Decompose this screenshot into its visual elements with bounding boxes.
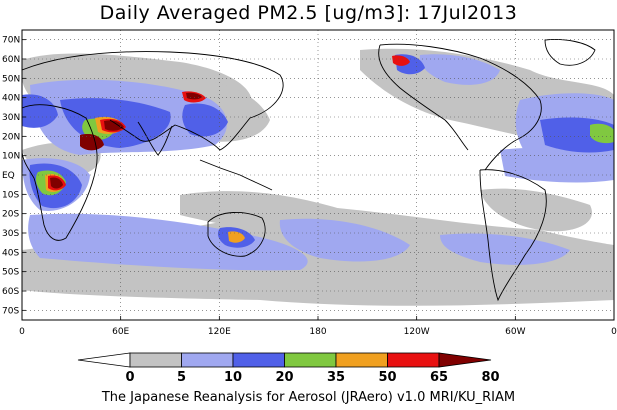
lat-tick-label: 40S [2, 248, 19, 258]
colorbar-segment [232, 352, 285, 368]
colorbar-level-label: 50 [378, 370, 396, 385]
field-gray-south-america [480, 188, 592, 232]
lat-tick-label: 60N [2, 55, 20, 65]
field-blue-sahara [22, 94, 58, 128]
lon-tick-label: 120W [404, 327, 430, 337]
colorbar-segment [284, 352, 337, 368]
latitude-ticks: 70N 60N 50N 40N 30N 20N 10N EQ 10S 20S 30S 40S 50S 60… [2, 36, 26, 316]
colorbar-level-label: 35 [327, 370, 345, 385]
lon-tick-label: 60W [505, 327, 525, 337]
field-darkred-saharan [80, 134, 104, 151]
field-green-atlantic [590, 123, 614, 144]
lat-tick-label: 70N [2, 36, 20, 46]
map-title: Daily Averaged PM2.5 [ug/m3]: 17Jul2013 [99, 2, 518, 24]
field-darkred-africa [50, 177, 63, 189]
coastlines [22, 39, 596, 302]
map-footer: The Japanese Reanalysis for Aerosol (JRA… [101, 390, 516, 405]
field-lightblue-na-west [419, 54, 500, 85]
field-lightblue-south-pacific [279, 218, 410, 262]
colorbar-segment [129, 352, 182, 368]
lat-tick-label: EQ [2, 171, 15, 181]
pm25-fields [22, 30, 614, 320]
field-lightblue-eq-east [500, 147, 614, 183]
colorbar: 0 5 10 20 35 50 65 80 [77, 352, 500, 385]
lat-tick-label: 30S [2, 229, 19, 239]
lat-tick-label: 70S [2, 306, 19, 316]
lat-tick-label: 10N [2, 152, 20, 162]
lon-tick-label: 0 [19, 327, 25, 337]
lat-tick-label: 20S [2, 210, 19, 220]
lat-tick-label: 20N [2, 132, 20, 142]
colorbar-level-label: 65 [430, 370, 448, 385]
field-orange-australia [228, 231, 245, 243]
lon-tick-label: 0 [611, 327, 617, 337]
lat-tick-label: 40N [2, 94, 20, 104]
colorbar-level-label: 10 [224, 370, 242, 385]
colorbar-level-label: 20 [275, 370, 293, 385]
field-darkred-arabia [104, 120, 124, 131]
lat-tick-label: 30N [2, 113, 20, 123]
colorbar-arrow-high [438, 352, 492, 368]
colorbar-segment [387, 352, 440, 368]
field-blue-east-asia [182, 103, 228, 137]
lon-tick-label: 120E [208, 327, 231, 337]
longitude-ticks: 0 60E 120E 180 120W 60W 0 [19, 316, 617, 337]
colorbar-level-label: 5 [177, 370, 186, 385]
lat-tick-label: 50N [2, 74, 20, 84]
colorbar-arrow-low [77, 352, 131, 368]
colorbar-level-label: 80 [481, 370, 499, 385]
gridlines [22, 30, 614, 320]
lat-tick-label: 60S [2, 287, 19, 297]
colorbar-segment [335, 352, 388, 368]
field-red-alaska [392, 55, 410, 66]
lat-tick-label: 50S [2, 268, 19, 278]
lon-tick-label: 180 [309, 327, 326, 337]
lon-tick-label: 60E [112, 327, 129, 337]
colorbar-level-label: 0 [125, 370, 134, 385]
field-lightblue-south-atlantic [440, 233, 570, 265]
colorbar-segment [181, 352, 234, 368]
lat-tick-label: 10S [2, 190, 19, 200]
